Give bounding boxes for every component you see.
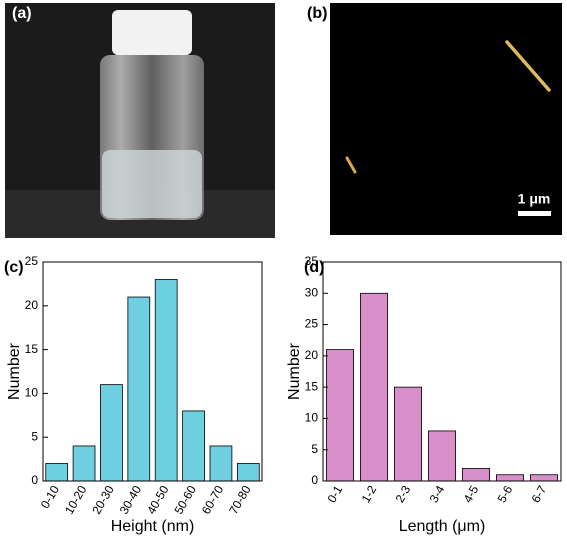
bar	[72, 445, 96, 482]
y-tick-label: 25	[305, 317, 319, 331]
bar	[45, 463, 69, 482]
bar	[427, 430, 456, 482]
nanorod	[345, 156, 357, 174]
y-axis-label: Number	[6, 342, 23, 400]
nanorod	[505, 40, 551, 92]
bar	[154, 279, 178, 482]
bar	[209, 445, 233, 482]
scale-bar	[518, 211, 551, 216]
panel-label: (d)	[304, 259, 324, 276]
x-tick-label: 4-5	[461, 483, 482, 505]
x-tick-label: 0-1	[325, 483, 346, 505]
x-tick-label: 30-40	[117, 483, 145, 517]
y-tick-label: 35	[305, 254, 319, 268]
bar	[461, 468, 490, 482]
x-tick-label: 50-60	[171, 483, 199, 517]
bar	[127, 296, 151, 482]
y-tick-label: 0	[31, 473, 38, 487]
bar	[495, 474, 524, 482]
y-tick-label: 10	[305, 411, 319, 425]
y-tick-label: 5	[311, 442, 318, 456]
bar	[182, 410, 205, 482]
y-tick-label: 20	[305, 348, 319, 362]
x-tick-label: 0-10	[38, 483, 62, 511]
bar	[359, 292, 388, 482]
y-tick-label: 15	[305, 379, 319, 393]
panel-label: (b)	[307, 5, 327, 22]
y-tick-label: 25	[25, 254, 39, 268]
y-tick-label: 10	[25, 386, 39, 400]
bar	[100, 384, 123, 482]
photo-afm	[330, 3, 562, 235]
x-tick-label: 2-3	[393, 483, 414, 505]
y-tick-label: 0	[311, 473, 318, 487]
plot-frame	[42, 261, 263, 482]
y-tick-label: 20	[25, 298, 39, 312]
x-tick-label: 70-80	[226, 483, 254, 517]
bar	[530, 474, 559, 482]
vial-cap	[112, 10, 192, 55]
x-tick-label: 6-7	[529, 483, 550, 505]
vial-liquid	[102, 150, 202, 218]
x-tick-label: 40-50	[144, 483, 172, 517]
x-tick-label: 10-20	[62, 483, 90, 517]
bar	[325, 349, 354, 482]
bar	[236, 463, 260, 482]
panel-label: (a)	[12, 5, 32, 22]
y-axis-label: Number	[286, 342, 303, 400]
x-tick-label: 3-4	[427, 483, 448, 505]
x-axis-label: Length (μm)	[399, 518, 486, 535]
x-axis-label: Height (nm)	[111, 518, 195, 535]
x-tick-label: 60-70	[199, 483, 227, 517]
y-tick-label: 15	[25, 342, 39, 356]
x-tick-label: 20-30	[89, 483, 117, 517]
plot-frame	[322, 261, 562, 482]
x-tick-label: 1-2	[359, 483, 380, 505]
scale-bar-label: 1 μm	[518, 191, 551, 207]
y-tick-label: 5	[31, 429, 38, 443]
bar	[393, 386, 422, 482]
panel-label: (c)	[4, 259, 24, 276]
x-tick-label: 5-6	[495, 483, 516, 505]
y-tick-label: 30	[305, 285, 319, 299]
